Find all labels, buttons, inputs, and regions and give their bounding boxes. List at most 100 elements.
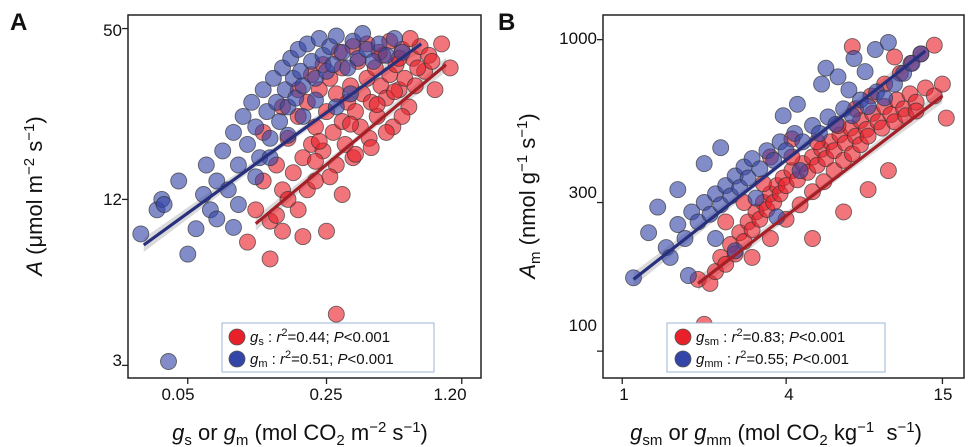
data-point-a-gm-19: [247, 118, 265, 136]
data-point-b-gmm-43: [829, 68, 847, 86]
data-point-a-gm-60: [294, 107, 312, 125]
data-point-a-gm-9: [197, 156, 215, 174]
data-point-a-gs-67: [393, 107, 411, 125]
legend-entry-gmm: gmm : r2=0.55; P<0.001: [696, 349, 849, 370]
data-point-b-gmm-39: [679, 267, 697, 284]
x-axis-label-b: gsm or gmm (mol CO2 kg−1 s−1): [630, 419, 922, 447]
y-tick-label-a-50: 50: [103, 21, 122, 40]
data-point-a-gm-45: [333, 43, 351, 61]
data-point-b-gmm-52: [856, 63, 874, 81]
plot-area-a: [122, 25, 463, 384]
data-point-b-gmm-32: [859, 98, 877, 115]
data-point-b-gsm-78: [925, 36, 943, 54]
panel-letter-a: A: [10, 9, 27, 36]
data-point-a-gs-87: [423, 52, 441, 70]
x-tick-label-b-1: 1: [619, 385, 628, 404]
data-point-b-gmm-44: [845, 50, 863, 67]
data-point-b-gmm-49: [791, 162, 809, 180]
data-point-a-gs-70: [310, 132, 328, 150]
x-tick-label-a-0.05: 0.05: [161, 385, 194, 404]
data-point-a-gs-0: [239, 233, 256, 251]
x-tick-label-b-15: 15: [934, 385, 953, 404]
data-point-b-gmm-59: [640, 224, 658, 242]
data-point-a-gs-55: [426, 81, 444, 99]
data-point-a-gs-68: [327, 305, 345, 323]
y-tick-label-a-3: 3: [113, 351, 122, 370]
data-point-a-gm-56: [247, 168, 265, 186]
plot-frame-a: [127, 14, 482, 379]
data-point-a-gs-64: [347, 145, 364, 163]
data-point-a-gm-54: [386, 30, 403, 47]
data-point-a-gm-11: [208, 172, 226, 190]
data-point-b-gsm-79: [937, 109, 955, 127]
data-point-a-gm-63: [225, 218, 242, 236]
data-point-a-gs-71: [342, 115, 359, 133]
data-point-b-gmm-46: [879, 33, 897, 51]
data-point-a-gm-12: [214, 142, 232, 160]
data-point-b-gmm-48: [747, 189, 765, 207]
data-point-a-gm-57: [229, 196, 247, 213]
data-point-a-gs-58: [294, 228, 312, 246]
regression-line-a-gm: [142, 42, 423, 247]
data-point-b-gmm-3: [669, 216, 687, 233]
data-point-a-gm-6: [179, 245, 197, 263]
data-point-a-gm-15: [229, 156, 247, 174]
regression-line-b-gmm: [632, 49, 927, 281]
data-point-b-gmm-47: [707, 230, 724, 247]
legend-b: gsm : r2=0.83; P<0.001 gmm : r2=0.55; P<…: [666, 322, 886, 373]
data-point-b-gmm-51: [840, 81, 858, 99]
legend-a: gs : r2=0.44; P<0.001 gm : r2=0.51; P<0.…: [221, 322, 435, 373]
legend-entry-gs: gs : r2=0.44; P<0.001: [250, 327, 390, 348]
data-point-b-gsm-52: [761, 230, 779, 247]
data-point-a-gs-61: [321, 168, 339, 186]
data-point-b-gsm-61: [859, 127, 877, 145]
data-point-b-gmm-56: [695, 155, 713, 173]
legend-marker-gmm: [674, 350, 692, 368]
x-axis-label-a: gs or gm (mol CO2 m−2 s−1): [172, 419, 428, 447]
data-point-b-gsm-66: [717, 213, 735, 231]
legend-entry-gsm: gsm : r2=0.83; P<0.001: [696, 327, 845, 348]
legend-marker-gsm: [674, 328, 692, 346]
y-tick-label-b-1000: 1000: [559, 29, 597, 48]
legend-marker-gs: [228, 328, 246, 346]
data-point-b-gsm-85: [886, 48, 903, 66]
legend-entry-gm: gm : r2=0.51; P<0.001: [250, 349, 394, 370]
data-point-a-gs-9: [289, 201, 307, 219]
data-point-a-gm-18: [243, 93, 261, 111]
x-tick-label-a-0.25: 0.25: [309, 385, 342, 404]
data-point-a-gm-35: [294, 77, 312, 95]
data-point-b-gsm-50: [933, 75, 951, 93]
y-axis-label-b: Am (nmol g−1 s−1): [514, 113, 544, 280]
regression-line-b-gsm: [697, 94, 944, 285]
panel-letter-b: B: [498, 9, 515, 36]
x-tick-label-b-4: 4: [784, 385, 793, 404]
data-point-b-gsm-80: [804, 230, 821, 247]
data-point-b-gmm-58: [649, 198, 667, 216]
data-point-a-gm-4: [160, 353, 177, 370]
data-point-a-gm-49: [354, 25, 372, 42]
plot-area-b: [597, 33, 955, 384]
x-tick-label-a-1.20: 1.20: [433, 385, 466, 404]
data-point-a-gm-3: [155, 196, 173, 213]
data-point-b-gmm-18: [751, 160, 769, 178]
regression-line-a-gs: [254, 63, 448, 225]
data-point-b-gmm-28: [827, 115, 845, 133]
data-point-b-gmm-34: [876, 89, 894, 107]
data-point-a-gs-62: [333, 186, 351, 203]
data-point-b-gmm-50: [813, 75, 831, 93]
y-tick-label-a-12: 12: [103, 190, 122, 209]
data-point-a-gs-85: [401, 30, 419, 47]
data-point-a-gs-6: [274, 222, 291, 240]
data-point-a-gm-44: [327, 27, 345, 45]
data-point-a-gs-73: [386, 83, 403, 101]
data-point-b-gmm-42: [817, 59, 835, 77]
data-point-a-gs-72: [368, 96, 386, 114]
data-point-a-gm-17: [239, 135, 256, 153]
data-point-b-gmm-57: [669, 181, 687, 199]
data-point-a-gs-20: [318, 222, 335, 240]
data-point-a-gs-22: [324, 123, 342, 141]
data-point-a-gm-5: [170, 172, 188, 190]
data-point-a-gm-21: [254, 81, 272, 99]
data-point-a-gs-86: [409, 59, 427, 77]
